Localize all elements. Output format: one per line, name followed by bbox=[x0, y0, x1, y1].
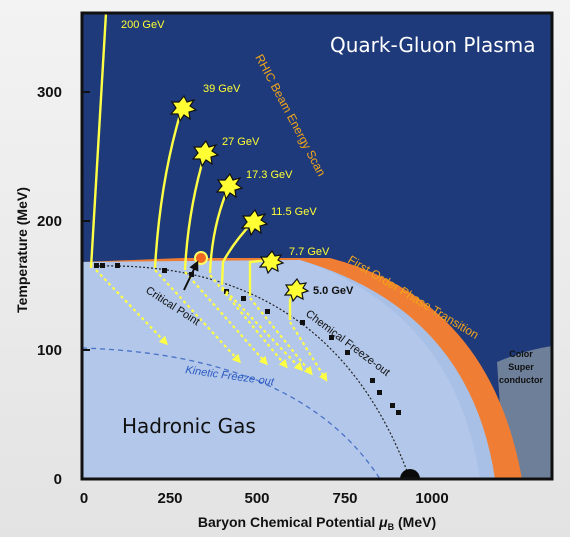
freezeout-point bbox=[377, 390, 382, 395]
y-tick-100: 100 bbox=[37, 342, 62, 359]
x-tick-500: 500 bbox=[244, 490, 269, 507]
x-axis-subscript: B bbox=[388, 522, 395, 532]
x-axis-symbol: μ bbox=[378, 514, 388, 530]
hadronic-label: Hadronic Gas bbox=[122, 414, 256, 438]
x-axis-unit: (MeV) bbox=[394, 514, 436, 530]
plot-frame bbox=[80, 11, 554, 481]
freezeout-point bbox=[396, 410, 401, 415]
plot-area: Quark-Gluon Plasma Hadronic Gas Color Su… bbox=[82, 13, 552, 479]
x-axis-title-text: Baryon Chemical Potential bbox=[198, 514, 379, 530]
burst-11 bbox=[240, 208, 269, 237]
y-tick-300: 300 bbox=[37, 84, 62, 101]
freezeout-point bbox=[329, 335, 334, 340]
energy-label-11: 11.5 GeV bbox=[271, 206, 317, 218]
energy-label-17: 17.3 GeV bbox=[246, 169, 293, 181]
hadronic-inner-band bbox=[82, 260, 480, 479]
x-axis: 0 250 500 750 1000 Baryon Chemical Poten… bbox=[80, 490, 449, 532]
y-axis-title: Temperature (MeV) bbox=[14, 187, 30, 313]
burst-17 bbox=[215, 172, 244, 201]
trajectory-arrows bbox=[95, 269, 328, 382]
energy-label-7: 7.7 GeV bbox=[289, 246, 330, 258]
freezeout-point bbox=[162, 268, 167, 273]
critical-point-marker bbox=[194, 251, 208, 265]
color-super-label-1: Color bbox=[509, 349, 533, 359]
x-tick-0: 0 bbox=[80, 490, 88, 507]
trajectory-200 bbox=[89, 13, 108, 269]
x-tick-250: 250 bbox=[157, 490, 182, 507]
freezeout-point bbox=[300, 320, 305, 325]
burst-7 bbox=[258, 249, 285, 275]
energy-label-27: 27 GeV bbox=[222, 136, 260, 148]
x-axis-title: Baryon Chemical Potential μB (MeV) bbox=[198, 514, 436, 532]
freezeout-point bbox=[345, 350, 350, 355]
y-tick-200: 200 bbox=[37, 213, 62, 230]
freezeout-point bbox=[100, 263, 105, 268]
y-axis: 0 100 200 300 Temperature (MeV) bbox=[14, 84, 90, 488]
energy-label-39: 39 GeV bbox=[203, 83, 241, 95]
burst-39 bbox=[169, 94, 198, 123]
freezeout-point bbox=[115, 263, 120, 268]
freezeout-point bbox=[241, 296, 246, 301]
freezeout-point bbox=[370, 378, 375, 383]
kinetic-freezeout-curve bbox=[82, 347, 381, 479]
burst-5 bbox=[283, 277, 310, 303]
freezeout-point bbox=[265, 309, 270, 314]
nuclear-matter-point bbox=[400, 469, 420, 479]
qgp-label: Quark-Gluon Plasma bbox=[330, 33, 535, 57]
color-super-label-3: conductor bbox=[499, 375, 543, 385]
trajectory-39 bbox=[153, 107, 184, 269]
collision-bursts bbox=[169, 94, 310, 303]
freezeout-point bbox=[390, 403, 395, 408]
x-tick-1000: 1000 bbox=[415, 490, 448, 507]
critical-point-arrow bbox=[183, 260, 199, 291]
energy-label-200: 200 GeV bbox=[121, 19, 165, 31]
freezeout-point bbox=[94, 263, 99, 268]
y-tick-0: 0 bbox=[54, 471, 62, 488]
energy-label-5: 5.0 GeV bbox=[313, 285, 354, 297]
color-super-label-2: Super bbox=[508, 362, 534, 372]
x-tick-750: 750 bbox=[332, 490, 357, 507]
burst-27 bbox=[191, 139, 220, 168]
